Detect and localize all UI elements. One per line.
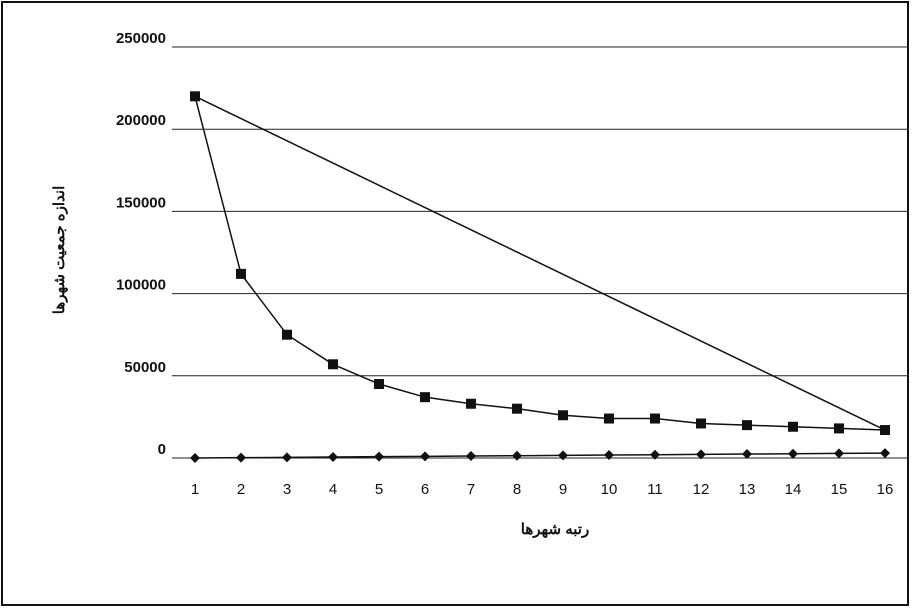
x-tick-label: 12 [693, 481, 710, 498]
diamond-marker [558, 450, 568, 461]
x-tick-label: 10 [601, 481, 618, 498]
x-axis-label: رتبه شهرها [521, 521, 589, 538]
x-tick-label: 14 [785, 481, 802, 498]
series-line [194, 452, 886, 459]
x-tick-label: 4 [329, 481, 337, 498]
x-tick-label: 11 [647, 481, 663, 498]
square-marker [558, 410, 568, 421]
y-tick-label: 200000 [116, 112, 166, 129]
x-tick-label: 5 [375, 481, 383, 498]
x-tick-label: 9 [559, 481, 567, 498]
x-tick-label: 16 [877, 481, 894, 498]
series-line [194, 96, 886, 431]
x-tick-label: 15 [831, 481, 848, 498]
x-tick-label: 2 [237, 481, 245, 498]
diamond-marker [420, 451, 430, 462]
diamond-marker [512, 450, 522, 461]
y-tick-label: 50000 [124, 359, 166, 376]
x-tick-label: 8 [513, 481, 521, 498]
y-tick-label: 250000 [116, 30, 166, 47]
diamond-marker [604, 450, 614, 461]
square-marker [282, 329, 292, 340]
frame [1, 1, 909, 606]
diamond-marker [466, 451, 476, 462]
square-marker [650, 413, 660, 424]
square-marker [328, 359, 338, 370]
diamond-marker [834, 448, 844, 459]
square-marker [236, 268, 246, 279]
y-tick-label: 0 [158, 441, 166, 458]
square-marker [512, 403, 522, 414]
diamond-marker [696, 449, 706, 460]
diamond-marker [328, 452, 338, 463]
diamond-marker [374, 451, 384, 462]
x-tick-label: 7 [467, 481, 475, 498]
x-tick-label: 3 [283, 481, 291, 498]
diamond-marker [880, 448, 890, 459]
x-tick-label: 1 [191, 481, 199, 498]
diamond-marker [236, 452, 246, 463]
square-marker [604, 413, 614, 424]
x-tick-label: 13 [739, 481, 756, 498]
diamond-marker [650, 449, 660, 460]
y-axis-label: اندازه جمعیت شهرها [51, 186, 68, 315]
series-line [194, 95, 886, 431]
square-marker [420, 392, 430, 403]
square-marker [834, 423, 844, 434]
diamond-marker [282, 452, 292, 463]
square-marker [788, 421, 798, 432]
y-tick-label: 150000 [116, 194, 166, 211]
diamond-marker [742, 449, 752, 460]
y-tick-label: 100000 [116, 277, 166, 294]
square-marker [696, 418, 706, 429]
square-marker [742, 420, 752, 431]
x-tick-label: 6 [421, 481, 429, 498]
square-marker [466, 398, 476, 409]
diamond-marker [788, 448, 798, 459]
square-marker [374, 379, 384, 390]
diamond-marker [190, 453, 200, 463]
